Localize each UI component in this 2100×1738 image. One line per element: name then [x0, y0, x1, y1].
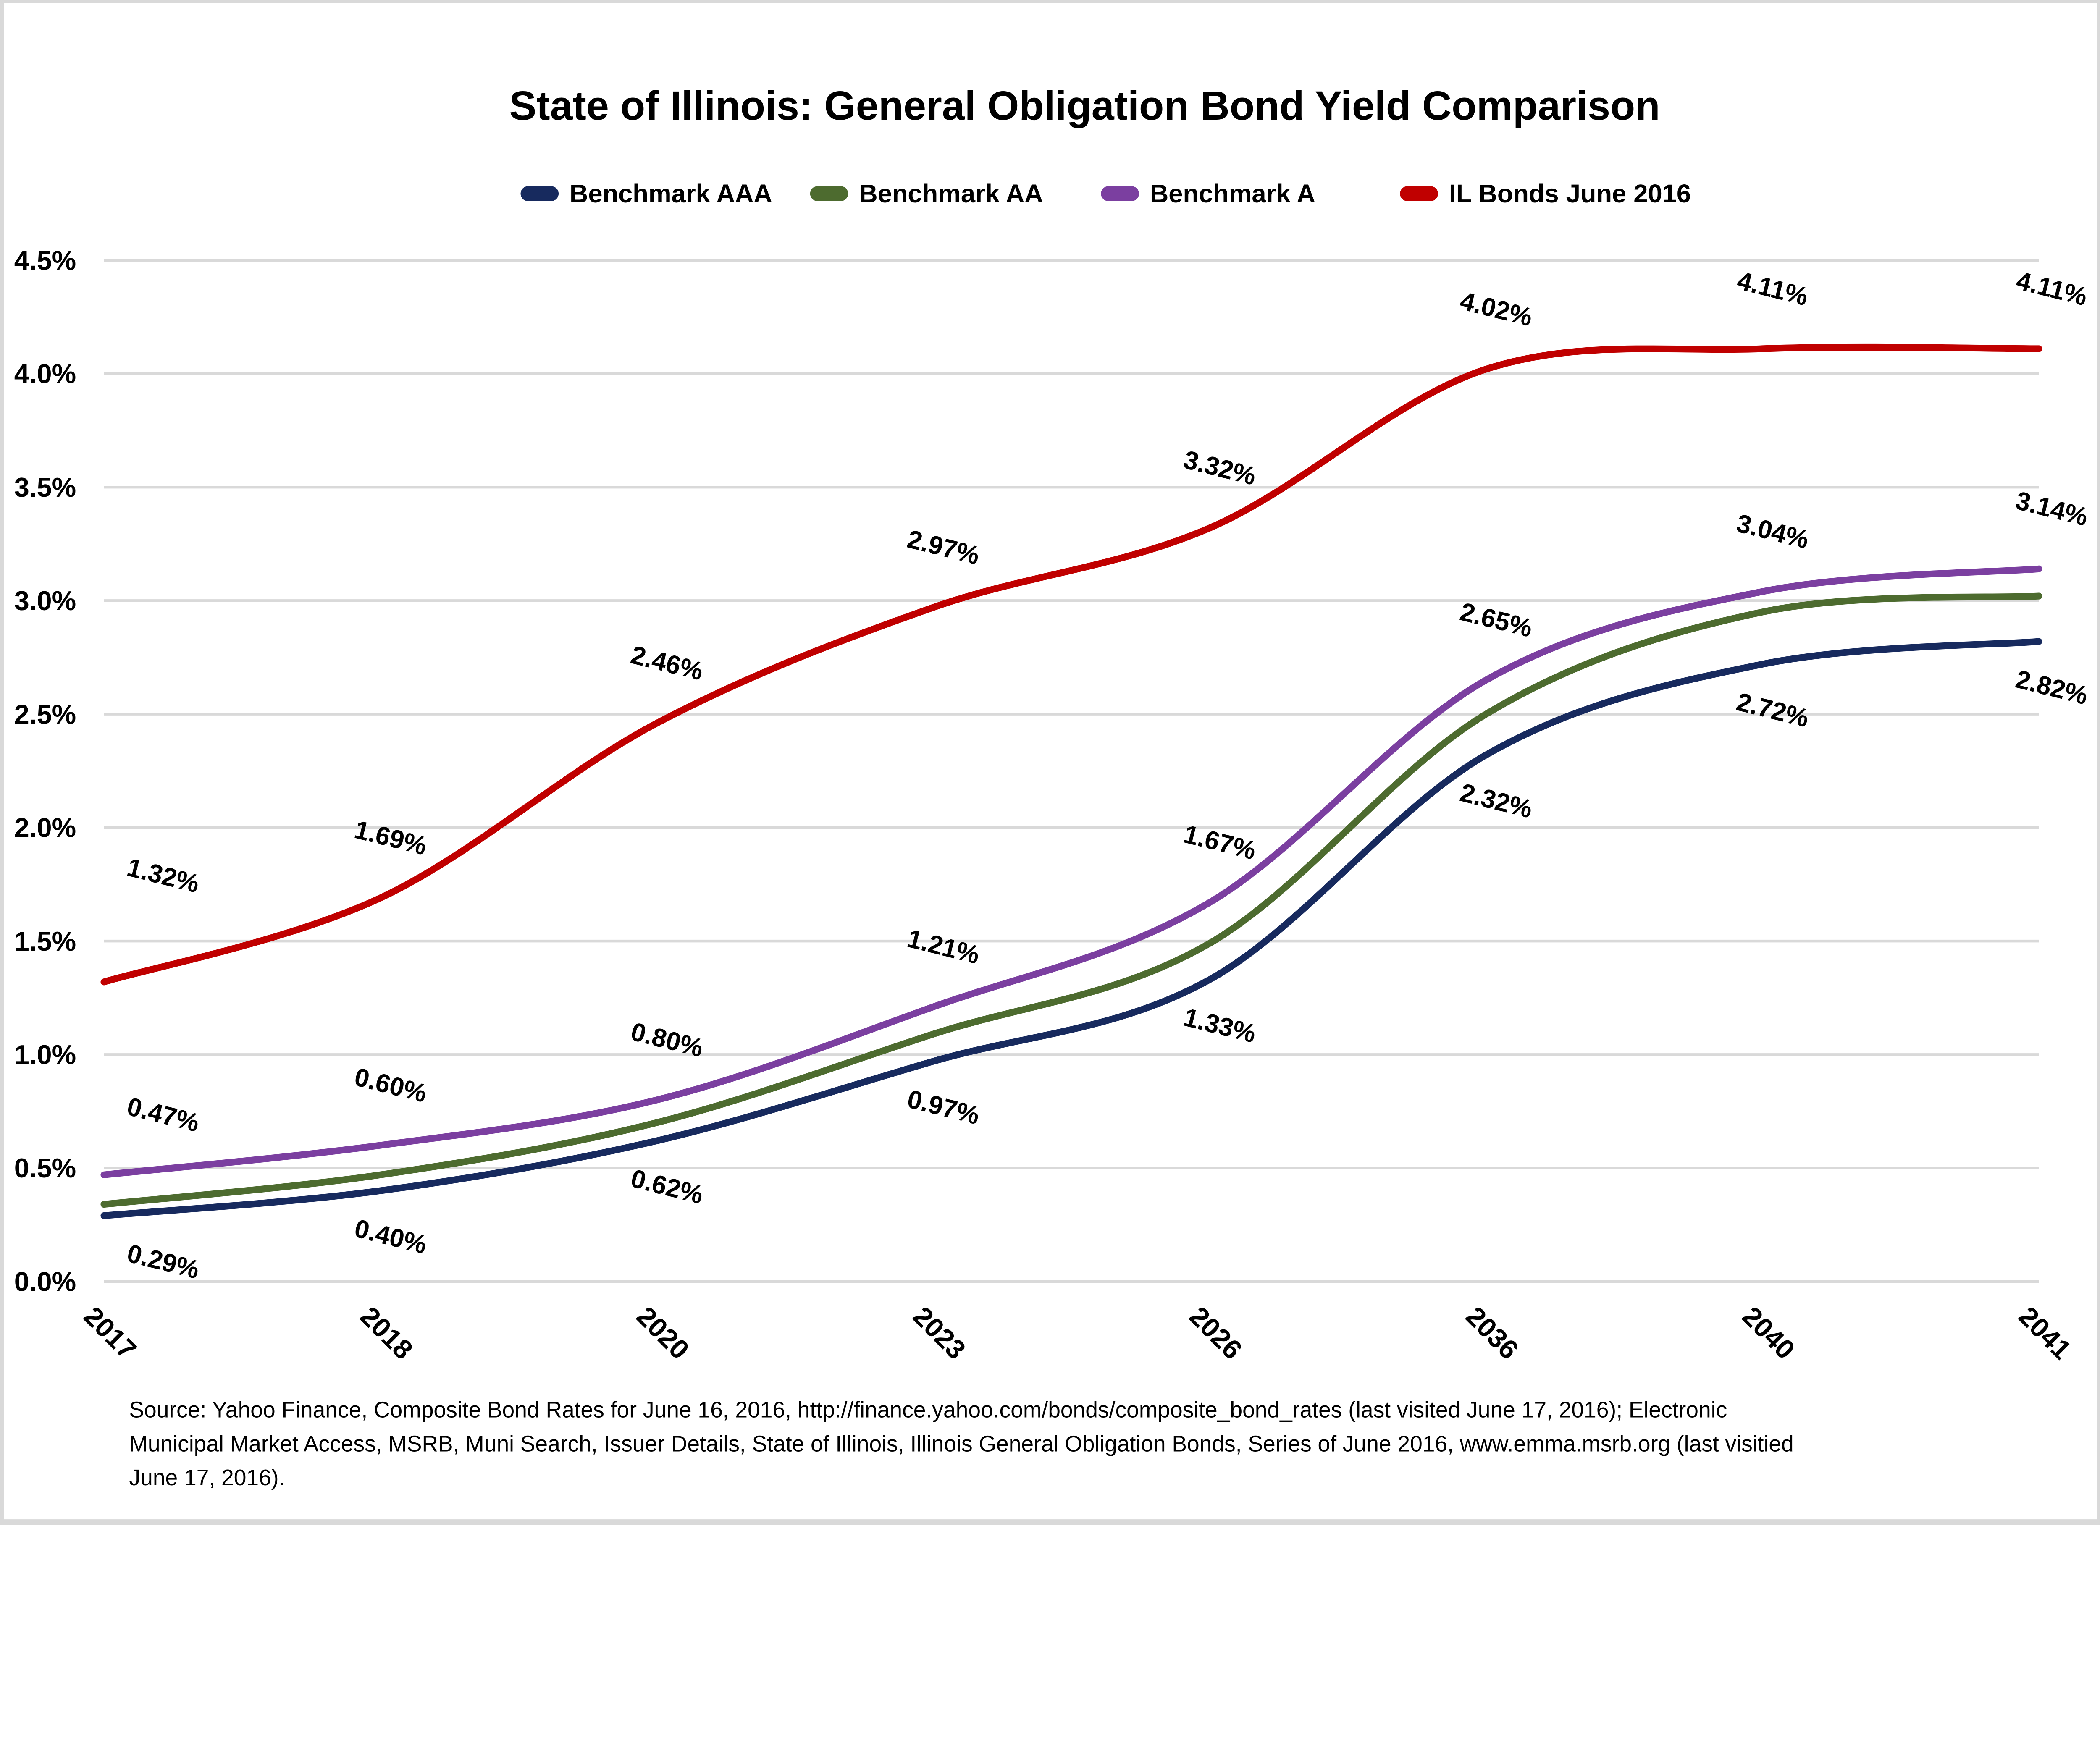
series-line-benchmark-aaa: [100, 638, 2042, 1219]
legend-item-benchmark-aa: Benchmark AA: [810, 179, 1043, 208]
legend-item-benchmark-aaa: Benchmark AAA: [520, 179, 772, 208]
series-line-benchmark-a: [100, 565, 2042, 1178]
legend-swatch-benchmark-a: [1101, 186, 1139, 201]
source-line-1: Source: Yahoo Finance, Composite Bond Ra…: [129, 1397, 1727, 1422]
source-line-3: June 17, 2016).: [129, 1465, 285, 1490]
legend-item-il-bonds-june-2016: IL Bonds June 2016: [1400, 179, 1691, 208]
legend-label-benchmark-aa: Benchmark AA: [859, 179, 1043, 208]
series-line-il-bonds-june-2016: [100, 343, 2042, 986]
chart-title: State of Illinois: General Obligation Bo…: [509, 83, 1660, 128]
legend-item-benchmark-a: Benchmark A: [1101, 179, 1315, 208]
source-line-2: Municipal Market Access, MSRB, Muni Sear…: [129, 1431, 1793, 1456]
y-axis-tick-label: 1.5%: [14, 926, 76, 957]
y-axis-tick-label: 3.0%: [14, 585, 76, 616]
y-axis-tick-label: 1.0%: [14, 1039, 76, 1070]
series-line-benchmark-aa: [100, 592, 2042, 1208]
y-axis-tick-label: 4.5%: [14, 245, 76, 275]
legend-label-benchmark-a: Benchmark A: [1150, 179, 1315, 208]
y-axis-tick-labels: 0.0% 0.5% 1.0% 1.5% 2.0% 2.5% 3.0% 3.5% 4.0% 4.5%: [14, 245, 76, 1297]
y-axis-tick-label: 2.0%: [14, 813, 76, 843]
y-axis-tick-label: 0.0%: [14, 1266, 76, 1297]
series-lines: [100, 343, 2042, 1219]
y-axis-tick-label: 4.0%: [14, 359, 76, 389]
legend-label-benchmark-aaa: Benchmark AAA: [570, 179, 772, 208]
y-axis-tick-label: 0.5%: [14, 1153, 76, 1183]
bond-yield-comparison-chart: State of Illinois: General Obligation Bo…: [4, 3, 2097, 1520]
chart-canvas: [4, 3, 2097, 1520]
legend-swatch-il-bonds-june-2016: [1400, 186, 1438, 201]
legend-swatch-benchmark-aa: [810, 186, 848, 201]
legend-swatch-benchmark-aaa: [520, 186, 559, 201]
legend: Benchmark AAA Benchmark AA Benchmark A IL B…: [520, 179, 1691, 208]
source-note: Source: Yahoo Finance, Composite Bond Ra…: [129, 1397, 1793, 1490]
y-axis-tick-label: 3.5%: [14, 472, 76, 503]
legend-label-il-bonds-june-2016: IL Bonds June 2016: [1449, 179, 1691, 208]
y-axis-tick-label: 2.5%: [14, 699, 76, 729]
chart-page: State of Illinois: General Obligation Bo…: [0, 0, 2100, 1525]
